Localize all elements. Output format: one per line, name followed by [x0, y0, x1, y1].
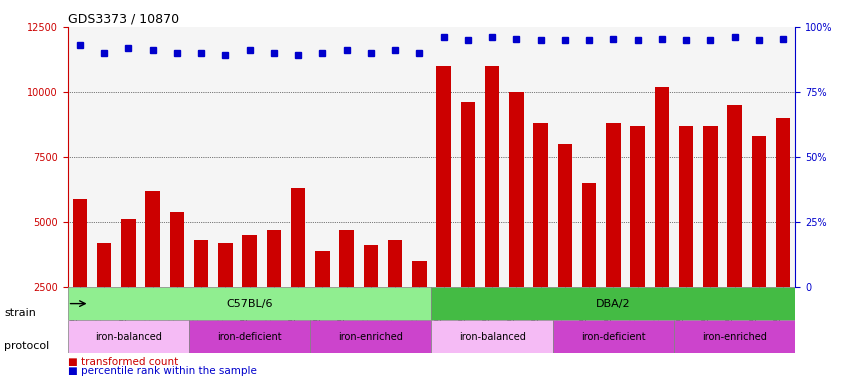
Text: strain: strain: [4, 308, 36, 318]
FancyBboxPatch shape: [189, 320, 310, 353]
Text: protocol: protocol: [4, 341, 49, 351]
Text: C57BL/6: C57BL/6: [227, 299, 272, 309]
Bar: [558, 144, 572, 352]
Text: iron-deficient: iron-deficient: [217, 332, 282, 342]
Text: iron-balanced: iron-balanced: [459, 332, 525, 342]
Bar: [606, 123, 621, 352]
FancyBboxPatch shape: [431, 320, 552, 353]
Bar: [485, 66, 499, 352]
Bar: [387, 240, 403, 352]
Bar: [169, 212, 184, 352]
Bar: [291, 188, 305, 352]
Bar: [412, 261, 426, 352]
Bar: [728, 105, 742, 352]
Bar: [315, 251, 330, 352]
Text: iron-enriched: iron-enriched: [338, 332, 404, 342]
FancyBboxPatch shape: [310, 320, 431, 353]
Bar: [266, 230, 281, 352]
Bar: [678, 126, 694, 352]
Text: iron-balanced: iron-balanced: [95, 332, 162, 342]
Text: ■ transformed count: ■ transformed count: [68, 357, 178, 367]
Bar: [703, 126, 717, 352]
Text: GDS3373 / 10870: GDS3373 / 10870: [68, 13, 179, 26]
Bar: [96, 243, 112, 352]
Bar: [533, 123, 548, 352]
Text: iron-deficient: iron-deficient: [581, 332, 645, 342]
Bar: [242, 235, 257, 352]
Text: ■ percentile rank within the sample: ■ percentile rank within the sample: [68, 366, 256, 376]
Bar: [655, 87, 669, 352]
Bar: [146, 191, 160, 352]
Bar: [509, 92, 524, 352]
Bar: [630, 126, 645, 352]
FancyBboxPatch shape: [68, 320, 189, 353]
Bar: [460, 102, 475, 352]
Bar: [121, 219, 135, 352]
Bar: [776, 118, 790, 352]
Bar: [437, 66, 451, 352]
Bar: [218, 243, 233, 352]
Bar: [364, 245, 378, 352]
FancyBboxPatch shape: [674, 320, 795, 353]
Text: iron-enriched: iron-enriched: [702, 332, 767, 342]
FancyBboxPatch shape: [431, 287, 795, 320]
Bar: [751, 136, 766, 352]
FancyBboxPatch shape: [68, 287, 431, 320]
FancyBboxPatch shape: [552, 320, 674, 353]
Text: DBA/2: DBA/2: [596, 299, 630, 309]
Bar: [73, 199, 87, 352]
Bar: [194, 240, 208, 352]
Bar: [582, 183, 596, 352]
Bar: [339, 230, 354, 352]
